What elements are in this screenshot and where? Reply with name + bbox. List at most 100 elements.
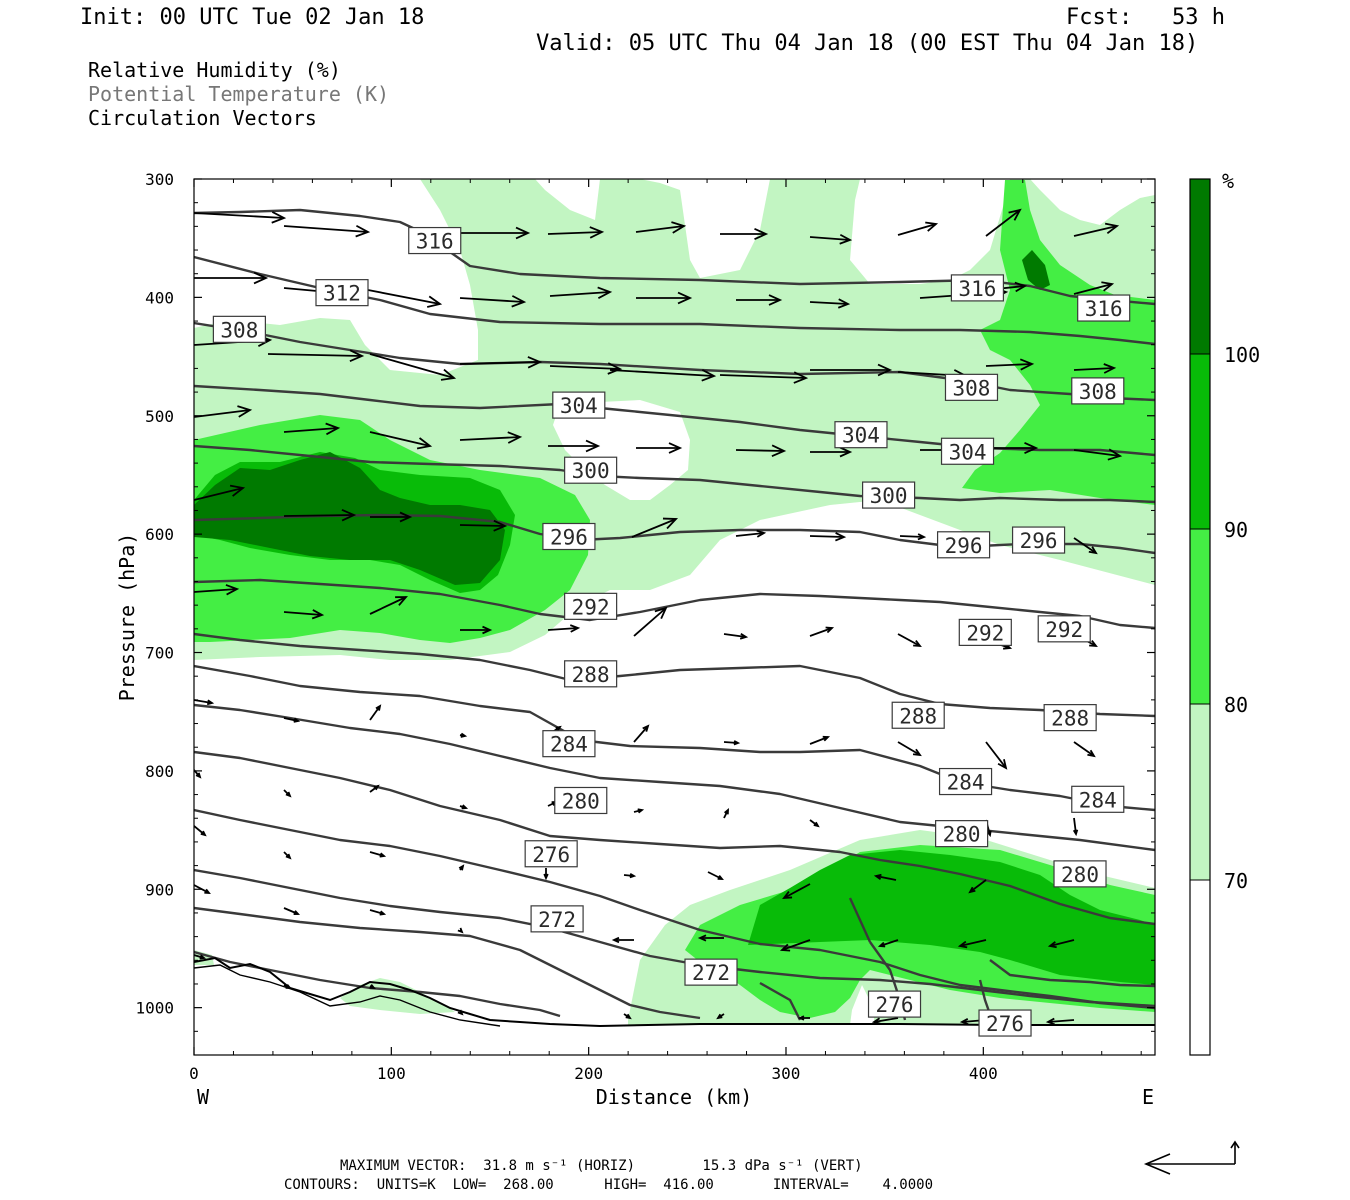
circulation-vector bbox=[719, 371, 809, 384]
contour-label-text: 296 bbox=[550, 526, 588, 550]
circulation-vector bbox=[723, 808, 729, 819]
reference-vector bbox=[1143, 1140, 1240, 1175]
circulation-vector bbox=[543, 868, 549, 881]
circulation-vector bbox=[283, 609, 325, 620]
colorbar-segment-below bbox=[1190, 880, 1210, 1055]
circulation-vector bbox=[985, 358, 1035, 371]
colorbar-label-90: 90 bbox=[1224, 518, 1248, 542]
contour-label-text: 296 bbox=[945, 534, 983, 558]
circulation-vector bbox=[549, 362, 623, 375]
colorbar-segment-90 bbox=[1190, 354, 1210, 529]
contour-label-box bbox=[564, 592, 618, 620]
contour-label: 300 bbox=[564, 456, 618, 484]
circulation-vector bbox=[897, 741, 922, 757]
legend-relative-humidity: Relative Humidity (%) bbox=[88, 58, 341, 82]
circulation-vector bbox=[623, 873, 637, 879]
contour-label-text: 316 bbox=[416, 230, 454, 254]
contour-label: 280 bbox=[554, 786, 608, 815]
contour-label-text: 308 bbox=[953, 376, 991, 400]
colorbar-label-70: 70 bbox=[1224, 869, 1248, 893]
contour-label: 280 bbox=[1053, 860, 1107, 888]
contour-label-text: 276 bbox=[986, 1012, 1024, 1036]
circulation-vector bbox=[194, 825, 207, 837]
circulation-vector bbox=[460, 625, 493, 635]
contour-label-text: 284 bbox=[550, 733, 588, 757]
contour-label: 300 bbox=[862, 481, 916, 509]
circulation-vector bbox=[897, 633, 922, 648]
maximum-vector-note: MAXIMUM VECTOR: 31.8 m s⁻¹ (HORIZ) 15.3 … bbox=[340, 1158, 863, 1174]
contour-label-box bbox=[408, 226, 462, 255]
circulation-vector bbox=[370, 511, 413, 523]
circulation-vector bbox=[283, 789, 292, 798]
contour-label: 288 bbox=[1043, 704, 1097, 732]
circulation-vector bbox=[897, 221, 939, 236]
contour-label-box bbox=[1053, 860, 1107, 888]
circulation-vector bbox=[283, 907, 301, 915]
circulation-vector bbox=[369, 784, 380, 793]
contour-label-text: 308 bbox=[220, 318, 258, 342]
colorbar: % 100 90 80 70 bbox=[1189, 169, 1260, 1056]
contour-label: 276 bbox=[978, 1009, 1032, 1037]
circulation-vector bbox=[194, 484, 246, 501]
contour-label-box bbox=[936, 531, 991, 559]
circulation-vector bbox=[459, 431, 523, 444]
forecast-hour: Fcst: 53 h bbox=[1066, 5, 1225, 30]
contour-label: 296 bbox=[1011, 526, 1066, 554]
circulation-vector bbox=[809, 819, 820, 828]
contour-label-box bbox=[834, 421, 888, 449]
terrain-layer bbox=[194, 956, 1155, 1028]
y-tick-label: 600 bbox=[145, 525, 174, 544]
west-end-label: W bbox=[197, 1085, 210, 1109]
contour-label-box bbox=[315, 279, 369, 307]
colorbar-label-80: 80 bbox=[1224, 693, 1248, 717]
contour-label-box bbox=[938, 767, 993, 796]
contour-line bbox=[759, 981, 802, 1021]
rh-fill-layer bbox=[194, 179, 1155, 1055]
circulation-vector bbox=[985, 741, 1008, 770]
circulation-vector bbox=[633, 606, 668, 637]
circulation-vector bbox=[809, 298, 851, 309]
x-axis-label: Distance (km) bbox=[596, 1085, 753, 1109]
contour-label-text: 312 bbox=[323, 282, 361, 306]
circulation-vector bbox=[460, 226, 531, 240]
contour-line bbox=[194, 906, 701, 1020]
circulation-vector bbox=[968, 879, 987, 894]
contour-label-box bbox=[940, 437, 995, 465]
circulation-vector bbox=[283, 851, 292, 860]
y-tick-label: 800 bbox=[145, 762, 174, 781]
contour-label-text: 276 bbox=[876, 993, 914, 1017]
circulation-vector bbox=[369, 353, 457, 381]
contour-label: 316 bbox=[408, 226, 462, 255]
circulation-vector bbox=[283, 984, 292, 989]
y-tick-label: 900 bbox=[145, 880, 174, 899]
contour-label: 280 bbox=[935, 820, 989, 848]
x-tick-label: 200 bbox=[574, 1064, 603, 1083]
circulation-vector bbox=[957, 939, 987, 949]
y-tick-label: 400 bbox=[145, 288, 174, 307]
rh-80-region-east bbox=[962, 180, 1155, 505]
circulation-vector bbox=[735, 444, 787, 457]
contour-label-box bbox=[1077, 294, 1131, 322]
rh-100-region-west bbox=[194, 452, 505, 585]
y-tick-label: 1000 bbox=[135, 999, 174, 1018]
circulation-vector bbox=[283, 422, 341, 436]
circulation-vector bbox=[1073, 537, 1098, 555]
circulation-vector bbox=[720, 228, 769, 240]
circulation-vector bbox=[707, 871, 724, 880]
circulation-vector bbox=[877, 939, 899, 948]
contour-label: 304 bbox=[834, 421, 888, 449]
colorbar-frame bbox=[1189, 178, 1211, 1056]
circulation-vector bbox=[1073, 741, 1096, 758]
colorbar-segment-100 bbox=[1190, 179, 1210, 354]
contour-label: 308 bbox=[1071, 377, 1125, 405]
contour-label: 296 bbox=[542, 522, 596, 551]
circulation-vector bbox=[367, 289, 443, 308]
circulation-vector bbox=[1073, 222, 1120, 237]
contour-label: 288 bbox=[891, 701, 945, 729]
circulation-vector bbox=[283, 717, 301, 723]
contour-label-box bbox=[1011, 526, 1066, 554]
contour-label: 312 bbox=[315, 279, 369, 307]
circulation-vector bbox=[611, 936, 634, 944]
contour-label-text: 300 bbox=[572, 459, 610, 483]
contour-label-box bbox=[684, 958, 738, 986]
